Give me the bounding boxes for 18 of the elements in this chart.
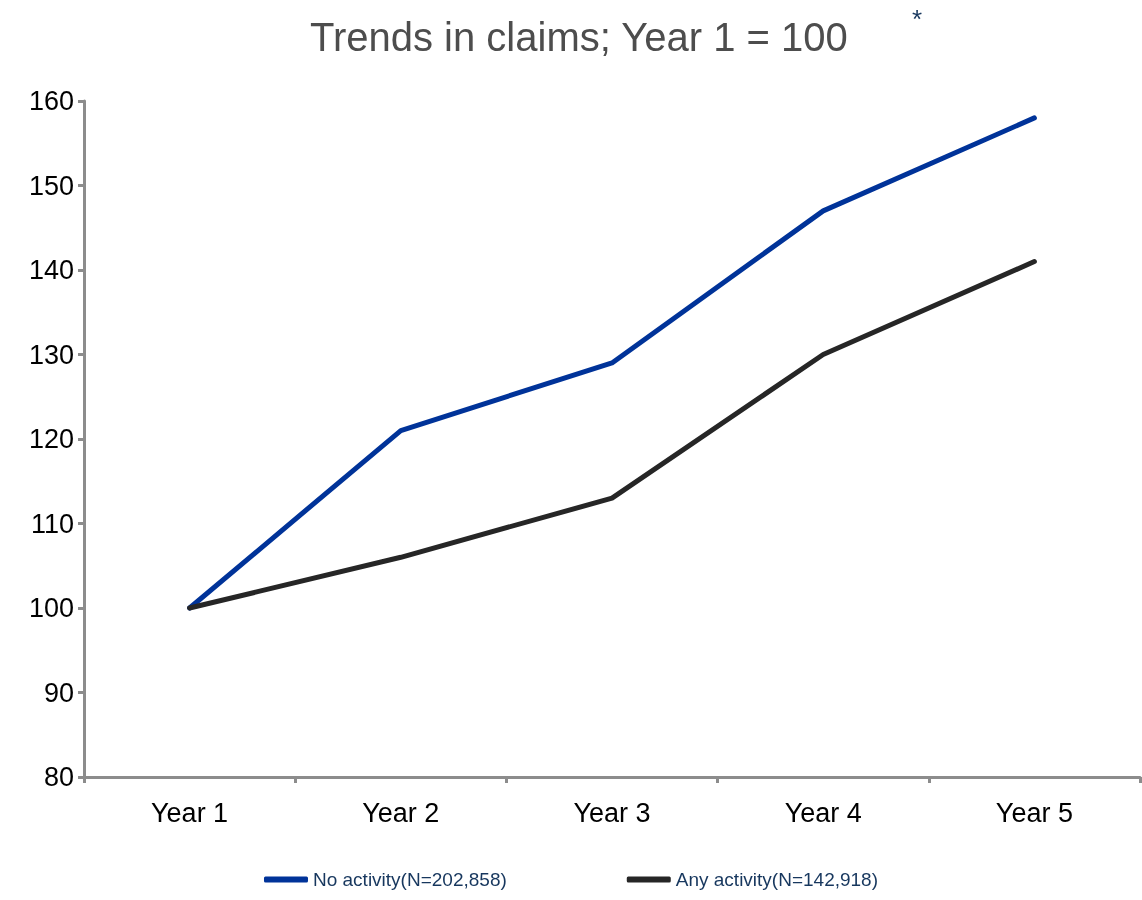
y-tick-label: 130 — [28, 339, 74, 370]
y-tick-label: 140 — [28, 255, 74, 285]
y-tick-label: 150 — [28, 170, 74, 201]
legend-label: Any activity(N=142,918) — [675, 869, 879, 890]
x-tick-label: Year 1 — [151, 797, 229, 828]
chart-title: Trends in claims; Year 1 = 100 — [310, 15, 848, 59]
text: * — [912, 4, 923, 34]
y-tick-label: 90 — [43, 677, 74, 708]
x-tick-label: Year 4 — [784, 797, 862, 828]
legend-label: No activity(N=202,858) — [312, 869, 507, 890]
y-tick-label: 120 — [28, 424, 74, 454]
y-tick-label: 80 — [43, 762, 74, 792]
y-tick-label: 110 — [30, 508, 74, 539]
x-tick-label: Year 3 — [573, 797, 651, 828]
x-tick-label: Year 2 — [362, 797, 440, 828]
y-tick-label: 100 — [28, 593, 74, 623]
y-tick-label: 160 — [28, 86, 74, 116]
x-tick-label: Year 5 — [995, 797, 1073, 828]
